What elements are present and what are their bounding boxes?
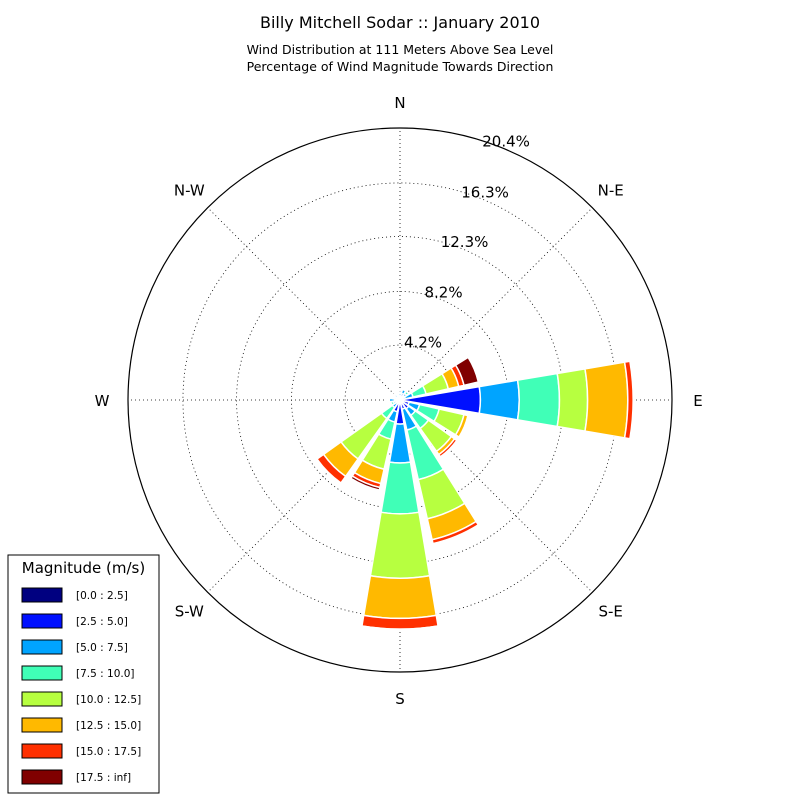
legend-swatch xyxy=(21,613,63,629)
wind-bar-ese-bin-5 xyxy=(454,413,469,439)
legend-label: [5.0 : 7.5] xyxy=(76,642,128,654)
legend-swatch xyxy=(21,769,63,785)
legend-label: [15.0 : 17.5] xyxy=(76,746,141,758)
chart-title: Billy Mitchell Sodar :: January 2010 xyxy=(260,13,540,32)
wind-bar-nnw-bin-3 xyxy=(395,392,400,397)
legend-label: [2.5 : 5.0] xyxy=(76,616,128,628)
legend-swatch xyxy=(21,665,63,681)
legend-label: [7.5 : 10.0] xyxy=(76,668,134,680)
wind-bar-s-bin-4 xyxy=(369,511,431,579)
legend-swatch xyxy=(21,587,63,603)
direction-label-s-w: S-W xyxy=(175,603,204,621)
legend-label: [17.5 : inf] xyxy=(76,772,131,784)
plot-frame xyxy=(127,127,673,673)
legend-label: [10.0 : 12.5] xyxy=(76,694,141,706)
wind-bar-e-bin-6 xyxy=(623,360,634,440)
radial-tick-label: 8.2% xyxy=(424,284,462,302)
direction-label-n-w: N-W xyxy=(174,181,205,199)
wind-bar-e-bin-3 xyxy=(516,372,561,428)
wind-bar-nne-bin-3 xyxy=(401,387,408,392)
wind-bar-nw-bin-3 xyxy=(392,392,398,398)
legend-title: Magnitude (m/s) xyxy=(22,559,145,577)
wind-bar-ene-bin-7 xyxy=(454,356,480,387)
legend-swatch xyxy=(21,717,63,733)
legend: Magnitude (m/s) [0.0 : 2.5] [2.5 : 5.0] [5.… xyxy=(7,554,160,794)
radial-tick-labels: 4.2% 8.2% 12.3% 16.3% 20.4% xyxy=(404,133,530,352)
direction-label-e: E xyxy=(693,392,702,410)
wind-bar-w-bin-4 xyxy=(385,396,389,404)
radial-tick-label: 12.3% xyxy=(441,233,489,251)
wind-bars xyxy=(315,356,634,632)
legend-label: [12.5 : 15.0] xyxy=(76,720,141,732)
legend-label: [0.0 : 2.5] xyxy=(76,590,128,602)
direction-label-w: W xyxy=(95,392,110,410)
wind-bar-se-bin-6 xyxy=(437,437,458,458)
chart-subtitle-line-2: Percentage of Wind Magnitude Towards Dir… xyxy=(247,59,554,74)
wind-bar-e-bin-4 xyxy=(556,367,589,433)
direction-label-n: N xyxy=(394,94,405,112)
legend-swatch xyxy=(21,691,63,707)
wind-bar-ssw-bin-7 xyxy=(349,475,381,492)
wind-bar-s-bin-3 xyxy=(380,461,420,515)
wind-bar-s-bin-7 xyxy=(360,625,440,632)
radial-tick-label: 20.4% xyxy=(482,133,530,151)
legend-swatch xyxy=(21,743,63,759)
wind-bar-e-bin-5 xyxy=(584,361,629,439)
grid-spoke xyxy=(207,207,401,401)
radial-tick-label: 4.2% xyxy=(404,333,442,351)
chart-subtitle-line-1: Wind Distribution at 111 Meters Above Se… xyxy=(247,42,554,57)
direction-labels: N N-E E S-E S S-W W N-W xyxy=(95,94,703,708)
direction-label-n-e: N-E xyxy=(598,181,624,199)
legend-swatch xyxy=(21,639,63,655)
wind-bar-sw-bin-6 xyxy=(315,453,347,485)
grid-spoke xyxy=(399,207,593,401)
direction-label-s-e: S-E xyxy=(599,603,623,621)
wind-bar-e-bin-2 xyxy=(478,379,520,421)
wind-bar-sse-bin-6 xyxy=(431,520,480,545)
radial-tick-label: 16.3% xyxy=(461,183,509,201)
wind-bar-s-bin-5 xyxy=(362,574,438,620)
direction-label-s: S xyxy=(395,690,405,708)
